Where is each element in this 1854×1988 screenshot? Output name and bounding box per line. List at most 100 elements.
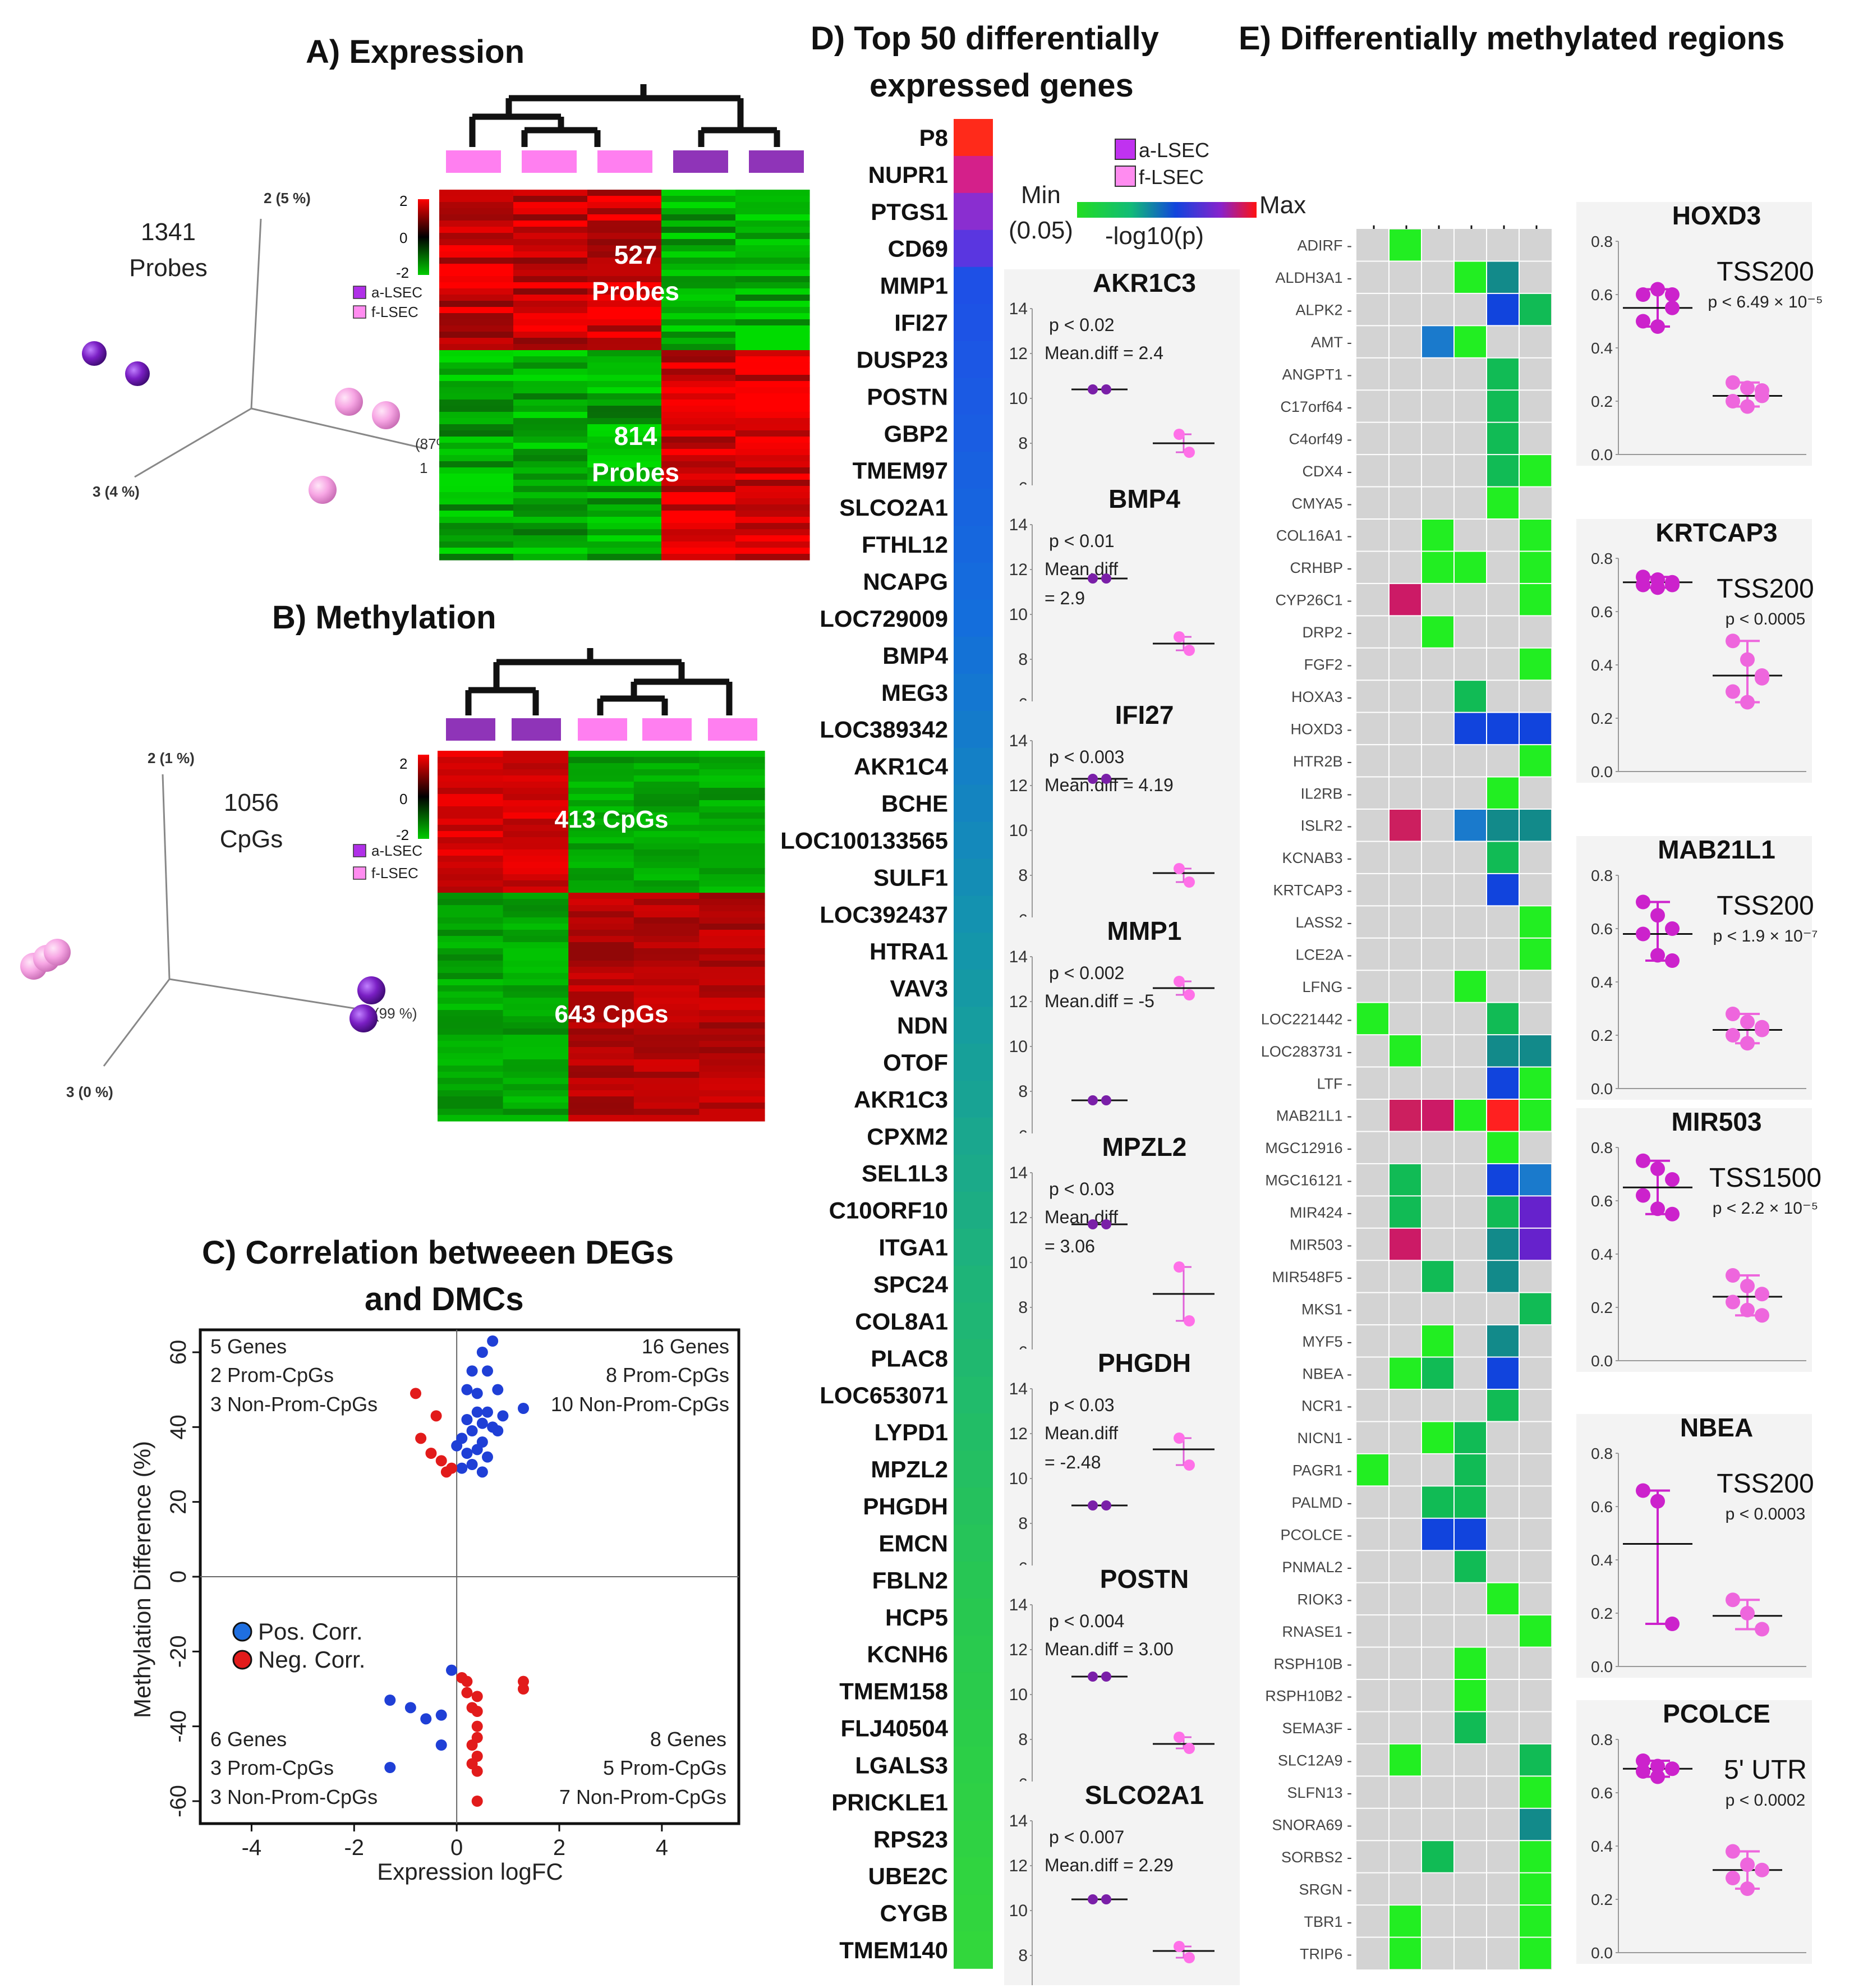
heatmap-a-cell — [439, 387, 514, 394]
dmr-row-label: PAGR1 - — [1292, 1462, 1352, 1479]
pca-b-point-a-lsec — [349, 1004, 378, 1032]
heatmap-a-cell — [661, 449, 736, 456]
heatmap-a-cell — [661, 264, 736, 270]
heatmap-b-cell — [438, 979, 504, 986]
dotplot-y-tick-label: 0.8 — [1591, 1139, 1613, 1156]
heatmap-b-cell — [699, 948, 765, 955]
scatter-point-pos — [404, 1702, 416, 1714]
pca-b-point-a-lsec — [357, 976, 385, 1004]
heatmap-b-cell — [633, 880, 700, 887]
heatmap-a-cell — [513, 196, 588, 203]
heatmap-a-cell — [513, 437, 588, 443]
scatter-point-neg — [471, 1720, 483, 1732]
heatmap-a-cell — [661, 424, 736, 431]
gene-label: FBLN2 — [872, 1567, 948, 1594]
heatmap-a-cell — [587, 437, 662, 443]
pca-a-axis-3-label: 3 (4 %) — [93, 483, 140, 500]
dmr-heatmap-cell — [1422, 1357, 1453, 1389]
heatmap-b-cell — [503, 1096, 569, 1103]
heatmap-b-cell — [699, 1115, 765, 1122]
quad-tr-prom: 8 Prom-CpGs — [606, 1363, 729, 1386]
heatmap-b-cell — [699, 775, 765, 782]
heatmap-b-cell — [568, 874, 634, 881]
heatmap-a-cell — [735, 504, 810, 511]
dotplot-background — [1576, 1108, 1812, 1372]
heatmap-a-cell — [439, 455, 514, 462]
heatmap-a-cell — [513, 418, 588, 425]
dmr-row-label: MYF5 - — [1302, 1333, 1352, 1350]
scatter-point-neg — [430, 1410, 442, 1422]
heatmap-a-cell — [439, 511, 514, 517]
scatter-point-pos — [451, 1440, 463, 1452]
heatmap-a-cell — [587, 523, 662, 530]
gene-label: LOC100133565 — [780, 827, 948, 853]
heatmap-a-cell — [513, 474, 588, 480]
heatmap-b-cell — [438, 769, 504, 776]
subplot-a-point — [1101, 573, 1111, 584]
scatter-point-pos — [466, 1425, 478, 1436]
subplot-y-tick-label: 10 — [1009, 1470, 1028, 1488]
heatmap-a-cell — [661, 535, 736, 542]
heatmap-b-cell — [568, 998, 634, 1004]
heatmap-a-cell — [439, 202, 514, 209]
panel-b-group-a-lsec — [446, 718, 495, 741]
gene-label: AKR1C4 — [854, 754, 949, 780]
heatmap-a-cell — [587, 202, 662, 209]
heatmap-a-cell — [735, 517, 810, 524]
heatmap-b-cell — [568, 763, 634, 770]
scatter-point-pos — [476, 1466, 488, 1478]
dotplot-region: TSS200 — [1717, 574, 1814, 604]
dmr-heatmap-cell — [1455, 681, 1486, 712]
heatmap-a-cell — [587, 276, 662, 283]
heatmap-a-cell — [661, 202, 736, 209]
heatmap-a-cell — [661, 498, 736, 505]
legend-a-lsec-swatch — [353, 844, 366, 857]
heatmap-b-cell — [503, 917, 569, 924]
scatter-y-tick-label: 40 — [166, 1415, 191, 1440]
subplot-a-point — [1088, 1894, 1098, 1904]
dmr-row-label: SEMA3F - — [1282, 1720, 1352, 1737]
scatter-point-pos — [492, 1384, 504, 1395]
heatmap-a-cell — [587, 412, 662, 419]
panel-b-cluster-2-label: 643 CpGs — [555, 1000, 669, 1028]
scatter-x-label: Expression logFC — [377, 1858, 563, 1885]
heatmap-b-cell — [568, 1004, 634, 1011]
quad-br-genes: 8 Genes — [650, 1728, 726, 1751]
subplot-title: POSTN — [1100, 1564, 1189, 1594]
dotplot-y-tick-label: 0.0 — [1591, 763, 1613, 780]
panel-b-group-a-lsec — [512, 718, 561, 741]
scatter-point-pos — [435, 1739, 447, 1751]
heatmap-b-cell — [503, 991, 569, 998]
heatmap-b-cell — [699, 1010, 765, 1017]
legend-neg-corr-label: Neg. Corr. — [258, 1646, 365, 1673]
pvalue-strip-cell — [954, 1746, 993, 1784]
heatmap-b-cell — [699, 843, 765, 850]
subplot-title: BMP4 — [1108, 484, 1180, 513]
heatmap-b-cell — [438, 1096, 504, 1103]
dotplot-f-point — [1740, 1606, 1755, 1620]
legend-a-lsec-label: a-LSEC — [1139, 139, 1209, 162]
gene-label: POSTN — [867, 383, 948, 410]
heatmap-a-cell — [439, 467, 514, 474]
legend-a-lsec-label: a-LSEC — [371, 284, 422, 301]
legend-f-lsec-swatch — [353, 866, 366, 880]
heatmap-a-cell — [587, 400, 662, 406]
heatmap-b-cell — [633, 1010, 700, 1017]
gene-label: OTOF — [883, 1049, 948, 1076]
scatter-point-pos — [482, 1451, 493, 1463]
dmr-heatmap-cell — [1455, 1551, 1486, 1582]
heatmap-a-cell — [513, 307, 588, 314]
heatmap-b-cell — [568, 794, 634, 801]
heatmap-a-cell — [661, 350, 736, 357]
dmr-heatmap-cell — [1520, 552, 1551, 583]
heatmap-a-cell — [513, 288, 588, 295]
panel-b-count: 1056 — [224, 789, 279, 816]
heatmap-b-cell — [633, 788, 700, 795]
heatmap-a-cell — [587, 424, 662, 431]
dotplot-a-point — [1636, 577, 1650, 593]
dmr-heatmap-cell — [1390, 1164, 1421, 1196]
heatmap-a-cell — [735, 375, 810, 382]
heatmap-a-cell — [661, 338, 736, 345]
